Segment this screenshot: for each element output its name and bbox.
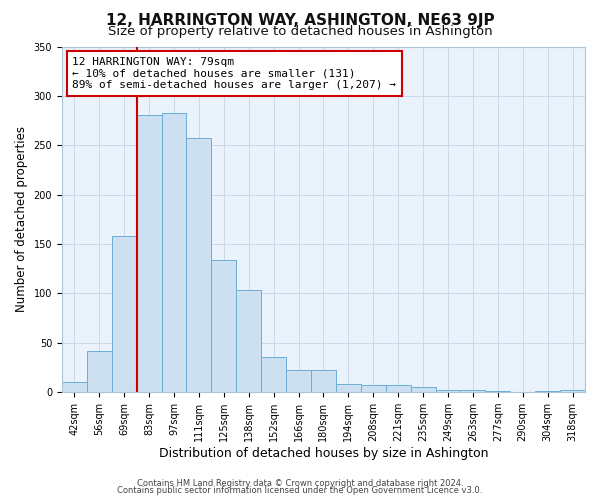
- Bar: [410, 388, 436, 392]
- Bar: [311, 370, 336, 392]
- Bar: [286, 370, 311, 392]
- Bar: [161, 112, 187, 392]
- Bar: [137, 114, 161, 392]
- Text: 12, HARRINGTON WAY, ASHINGTON, NE63 9JP: 12, HARRINGTON WAY, ASHINGTON, NE63 9JP: [106, 12, 494, 28]
- Bar: [112, 236, 137, 392]
- Bar: [460, 390, 485, 392]
- Text: Contains public sector information licensed under the Open Government Licence v3: Contains public sector information licen…: [118, 486, 482, 495]
- Bar: [187, 138, 211, 392]
- Bar: [62, 382, 87, 392]
- Text: Size of property relative to detached houses in Ashington: Size of property relative to detached ho…: [107, 25, 493, 38]
- Bar: [87, 350, 112, 392]
- Bar: [336, 384, 361, 392]
- Bar: [560, 390, 585, 392]
- Bar: [535, 391, 560, 392]
- Bar: [211, 260, 236, 392]
- Y-axis label: Number of detached properties: Number of detached properties: [15, 126, 28, 312]
- Bar: [261, 356, 286, 392]
- Text: 12 HARRINGTON WAY: 79sqm
← 10% of detached houses are smaller (131)
89% of semi-: 12 HARRINGTON WAY: 79sqm ← 10% of detach…: [73, 57, 397, 90]
- Text: Contains HM Land Registry data © Crown copyright and database right 2024.: Contains HM Land Registry data © Crown c…: [137, 478, 463, 488]
- X-axis label: Distribution of detached houses by size in Ashington: Distribution of detached houses by size …: [159, 447, 488, 460]
- Bar: [436, 390, 460, 392]
- Bar: [361, 386, 386, 392]
- Bar: [485, 391, 510, 392]
- Bar: [386, 386, 410, 392]
- Bar: [236, 290, 261, 392]
